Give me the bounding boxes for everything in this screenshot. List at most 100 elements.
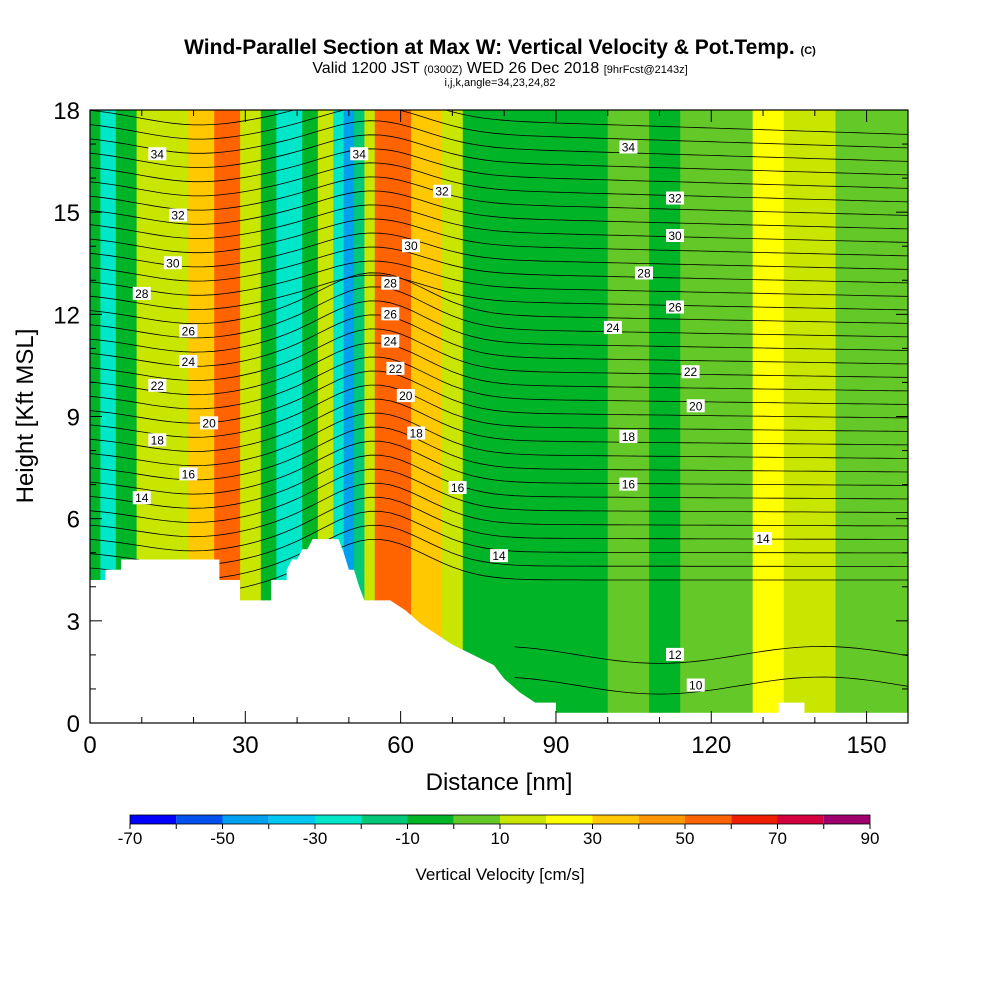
theta-contour-line: [90, 370, 908, 424]
theta-label-bg: [448, 481, 467, 495]
y-tick-label: 0: [67, 711, 80, 738]
terrain-shape: [90, 539, 908, 723]
theta-label-bg: [169, 208, 188, 222]
theta-label: 18: [409, 427, 423, 441]
theta-label-bg: [381, 307, 400, 321]
theta-label-bg: [132, 491, 151, 505]
velocity-band: [607, 110, 650, 723]
colorbar-tick-label: 70: [768, 829, 787, 848]
colorbar-swatch: [361, 815, 408, 824]
theta-label: 14: [756, 532, 770, 546]
theta-label: 28: [637, 266, 651, 280]
theta-label-bg: [603, 320, 622, 334]
theta-contour-line: [90, 246, 908, 284]
theta-contour-line: [90, 328, 908, 381]
theta-label: 14: [135, 491, 149, 505]
colorbar-swatch: [176, 815, 223, 824]
theta-label-bg: [686, 399, 705, 413]
theta-contour-line: [90, 120, 908, 162]
theta-label: 28: [135, 287, 149, 301]
theta-label: 34: [151, 147, 165, 161]
chart-title-suffix: (C): [800, 45, 816, 57]
theta-label-bg: [619, 140, 638, 154]
theta-label: 30: [166, 256, 180, 270]
colorbar-swatch: [638, 815, 685, 824]
theta-contour-line: [90, 110, 908, 149]
theta-contour-line: [514, 645, 908, 664]
theta-label-bg: [619, 429, 638, 443]
theta-label: 18: [151, 433, 165, 447]
velocity-band: [354, 110, 365, 723]
theta-contour-line: [90, 162, 908, 203]
theta-label-bg: [490, 549, 508, 563]
theta-label: 22: [151, 379, 165, 393]
theta-contour-line: [90, 426, 908, 481]
y-tick-label: 12: [53, 302, 80, 329]
theta-contour-line: [90, 314, 908, 367]
colorbar-tick-label: -70: [118, 829, 143, 848]
x-tick-label: 90: [543, 732, 570, 759]
theta-label-bg: [179, 324, 198, 338]
theta-label: 20: [689, 399, 703, 413]
theta-label-bg: [407, 426, 426, 440]
theta-label-bg: [381, 334, 400, 348]
theta-label-bg: [179, 467, 198, 481]
colorbar-swatch: [315, 815, 362, 824]
subtitle-utc: (0300Z): [423, 64, 463, 76]
colorbar-tick-label: 30: [583, 829, 602, 848]
theta-label: 32: [668, 192, 682, 206]
chart-title: Wind-Parallel Section at Max W: Vertical…: [0, 36, 1000, 60]
theta-label-bg: [634, 266, 653, 280]
colorbar-swatch: [685, 815, 732, 824]
theta-label-bg: [200, 416, 219, 430]
theta-label-bg: [381, 276, 400, 290]
velocity-band: [835, 110, 908, 723]
subtitle-date: WED 26 Dec 2018: [466, 60, 600, 77]
y-tick-label: 6: [67, 507, 80, 534]
colorbar-tick-label: 10: [491, 829, 510, 848]
theta-label: 22: [389, 362, 403, 376]
colorbar-swatch: [777, 815, 824, 824]
theta-contour-line: [90, 398, 908, 452]
theta-label: 26: [668, 301, 682, 315]
colorbar-swatch: [546, 815, 593, 824]
theta-label: 28: [384, 277, 398, 291]
velocity-band: [343, 110, 355, 723]
theta-label-bg: [619, 477, 638, 491]
axis-ticks: 0 30 60 90 120 150 0 3 6 9 12 15 18: [53, 98, 908, 759]
theta-contour-line: [90, 286, 908, 339]
theta-contour-line: [90, 384, 908, 438]
theta-contour-line: [90, 274, 908, 311]
theta-label: 24: [606, 321, 620, 335]
theta-contour-line: [90, 148, 908, 189]
theta-label: 26: [182, 324, 196, 338]
theta-label: 16: [451, 481, 465, 495]
theta-label-bg: [681, 365, 700, 379]
velocity-band: [364, 110, 376, 723]
theta-label: 10: [689, 679, 703, 693]
theta-contour-line: [514, 676, 908, 695]
theta-label: 34: [622, 140, 636, 154]
subtitle-valid: Valid 1200 JST: [312, 60, 420, 77]
colorbar-tick-label: -50: [210, 829, 235, 848]
terrain-floor: [555, 712, 908, 723]
velocity-band: [493, 110, 609, 723]
theta-label: 18: [622, 430, 636, 444]
theta-label-bg: [132, 286, 151, 300]
chart-subtitle: Valid 1200 JST (0300Z) WED 26 Dec 2018 […: [0, 60, 1000, 78]
velocity-band: [462, 110, 495, 723]
theta-label: 14: [492, 549, 506, 563]
chart-subtitle-indices: i,j,k,angle=34,23,24,82: [444, 77, 556, 89]
theta-contour-line: [90, 482, 908, 538]
theta-label-bg: [350, 147, 369, 161]
x-tick-label: 0: [83, 732, 96, 759]
colorbar: -70 -50 -30 -10 10 30 50 70 90: [118, 814, 879, 848]
theta-label: 24: [384, 335, 398, 349]
y-tick-label: 3: [67, 609, 80, 636]
colorbar-swatch: [268, 815, 315, 824]
theta-label: 32: [171, 209, 185, 223]
theta-label: 20: [202, 416, 216, 430]
theta-contour-line: [90, 412, 908, 467]
theta-label-bg: [666, 300, 685, 314]
theta-contour-line: [90, 468, 908, 523]
